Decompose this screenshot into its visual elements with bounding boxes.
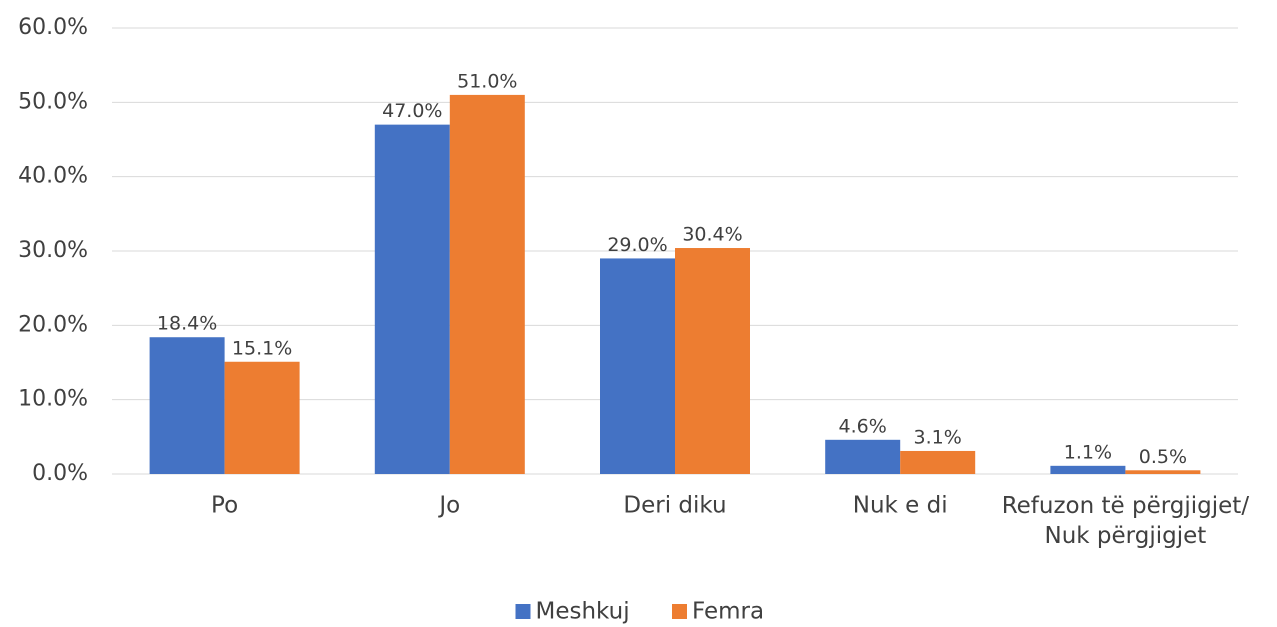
- value-label: 18.4%: [157, 313, 217, 335]
- y-tick-label: 10.0%: [18, 387, 88, 412]
- x-tick-label: Refuzon të përgjigjet/Nuk përgjigjet: [1002, 493, 1250, 549]
- bar: [900, 450, 976, 474]
- bar: [600, 258, 675, 474]
- value-label: 4.6%: [839, 415, 887, 437]
- legend-label: Meshkuj: [536, 599, 630, 625]
- value-label: 3.1%: [914, 426, 962, 448]
- y-tick-label: 30.0%: [18, 238, 88, 263]
- value-label: 1.1%: [1064, 441, 1112, 463]
- y-tick-label: 50.0%: [18, 89, 88, 114]
- bar: [224, 361, 300, 474]
- x-tick-label: Po: [211, 493, 238, 519]
- value-label: 30.4%: [682, 224, 742, 246]
- bar: [449, 94, 525, 475]
- y-tick-label: 0.0%: [32, 461, 88, 486]
- value-label: 0.5%: [1139, 446, 1187, 468]
- value-label: 51.0%: [457, 70, 517, 92]
- value-label: 15.1%: [232, 337, 292, 359]
- bar: [374, 124, 450, 474]
- bar: [825, 439, 901, 474]
- bar: [675, 248, 750, 474]
- x-tick-label: Deri diku: [623, 493, 726, 519]
- x-tick-label: Jo: [437, 493, 460, 519]
- bar: [149, 337, 225, 474]
- bar: [1050, 465, 1126, 474]
- x-tick-label: Nuk e di: [853, 493, 948, 519]
- legend-swatch: [672, 604, 687, 619]
- legend-swatch: [515, 604, 531, 619]
- legend-label: Femra: [692, 599, 764, 625]
- value-label: 47.0%: [382, 100, 442, 122]
- y-tick-label: 20.0%: [18, 312, 88, 337]
- y-tick-label: 60.0%: [18, 15, 88, 40]
- y-tick-label: 40.0%: [18, 164, 88, 189]
- bar: [1125, 470, 1201, 474]
- value-label: 29.0%: [607, 234, 667, 256]
